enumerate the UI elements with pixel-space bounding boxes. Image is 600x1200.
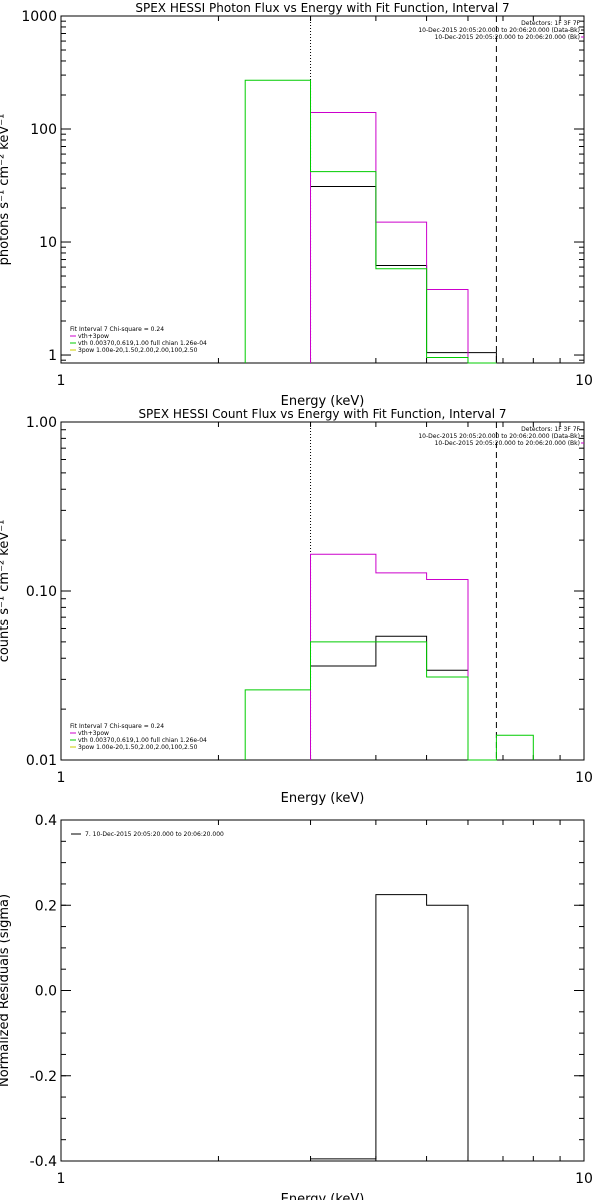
legend-entry: vth 0.00370,0.619,1.00 full chian 1.26e-… [78, 340, 207, 347]
info-line: Detectors: 1F 3F 7F [521, 20, 580, 27]
x-axis-label: Energy (keV) [281, 791, 365, 806]
info-line: 10-Dec-2015 20:05:20.000 to 20:06:20.000… [418, 433, 580, 440]
chart-panel-3: 1 10 -0.4 -0.2 0.0 0.2 0.4 Energy (keV) Normaliz… [0, 813, 593, 1200]
x-tick-label: 1 [57, 770, 66, 786]
info-line: Detectors: 1F 3F 7F [521, 426, 580, 433]
y-tick-label: -0.4 [30, 1154, 57, 1170]
chart-panel-2: 1 10 0.01 0.10 1.00 SPEX HESSI Count Flux vs … [0, 407, 593, 806]
x-axis-label: Energy (keV) [281, 1192, 365, 1200]
info-line: 10-Dec-2015 20:05:20.000 to 20:06:20.000… [418, 27, 580, 34]
legend-entry: 3pow 1.00e-20,1.50,2.00,2.00,100,2.50 [78, 347, 198, 354]
data-series-1 [310, 635, 497, 761]
info-line: 10-Dec-2015 20:05:20.000 to 20:06:20.000… [435, 440, 580, 447]
x-tick-label: 10 [575, 1171, 593, 1187]
chart-title: SPEX HESSI Count Flux vs Energy with Fit… [138, 407, 506, 421]
y-tick-label: -0.2 [30, 1069, 57, 1085]
chart-panel-1: 1 10 1 10 100 1000 SPEX HESSI Photon Flux vs E… [0, 1, 593, 409]
legend-entry: 3pow 1.00e-20,1.50,2.00,2.00,100,2.50 [78, 744, 198, 751]
legend-entry: vth+3pow [78, 730, 109, 737]
y-tick-label: 1000 [21, 9, 57, 25]
data-series-3 [244, 641, 534, 761]
chart-title: SPEX HESSI Photon Flux vs Energy with Fi… [135, 1, 509, 15]
data-series-2 [310, 112, 497, 364]
y-tick-label: 10 [39, 235, 57, 251]
y-tick-label: 100 [30, 122, 57, 138]
legend-entry: Fit Interval 7 Chi-square = 0.24 [70, 723, 164, 730]
y-tick-label: 0.4 [35, 813, 57, 829]
y-axis-label: Normalized Residuals (sigma) [0, 894, 12, 1087]
data-series-2 [310, 553, 497, 761]
x-tick-label: 1 [57, 1171, 66, 1187]
data-series-1 [310, 894, 497, 1162]
y-tick-label: 0.0 [35, 984, 57, 1000]
plot-frame [60, 15, 585, 364]
legend-entry: vth 0.00370,0.619,1.00 full chian 1.26e-… [78, 737, 207, 744]
y-tick-label: 0.2 [35, 898, 57, 914]
legend-entry: 7. 10-Dec-2015 20:05:20.000 to 20:06:20.… [85, 831, 224, 838]
plot-frame [60, 421, 585, 761]
x-tick-label: 10 [575, 770, 593, 786]
x-axis-label: Energy (keV) [281, 394, 365, 409]
y-tick-label: 0.10 [26, 584, 57, 600]
y-tick-label: 1 [48, 348, 57, 364]
info-line: 10-Dec-2015 20:05:20.000 to 20:06:20.000… [435, 34, 580, 41]
y-tick-label: 1.00 [26, 415, 57, 431]
plot-frame [60, 819, 585, 1162]
legend-entry: vth+3pow [78, 333, 109, 340]
y-tick-label: 0.01 [26, 753, 57, 769]
data-series-3 [244, 79, 497, 364]
x-tick-label: 10 [575, 373, 593, 389]
y-axis-label: photons s⁻¹ cm⁻² keV⁻¹ [0, 114, 12, 266]
y-axis-label: counts s⁻¹ cm⁻² keV⁻¹ [0, 520, 12, 663]
x-tick-label: 1 [57, 373, 66, 389]
data-series-1 [310, 186, 497, 363]
legend-entry: Fit Interval 7 Chi-square = 0.24 [70, 326, 164, 333]
